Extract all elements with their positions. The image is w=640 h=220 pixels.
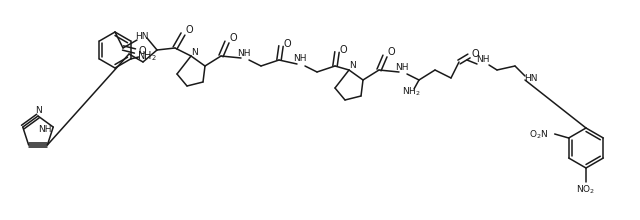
Text: O: O xyxy=(185,25,193,35)
Text: NH$_2$: NH$_2$ xyxy=(402,86,420,98)
Text: O: O xyxy=(387,47,395,57)
Text: O: O xyxy=(138,46,146,56)
Text: HN: HN xyxy=(135,31,148,40)
Text: NO$_2$: NO$_2$ xyxy=(577,184,596,196)
Text: O: O xyxy=(471,49,479,59)
Text: O: O xyxy=(339,45,347,55)
Text: NH$_2$: NH$_2$ xyxy=(136,49,157,63)
Text: O: O xyxy=(229,33,237,43)
Text: N: N xyxy=(191,48,198,57)
Text: NH: NH xyxy=(237,48,251,57)
Text: O$_2$N: O$_2$N xyxy=(529,129,548,141)
Text: O: O xyxy=(283,39,291,49)
Text: NH: NH xyxy=(396,62,409,72)
Text: N: N xyxy=(35,106,42,114)
Text: NH: NH xyxy=(476,55,490,64)
Text: HN: HN xyxy=(524,73,538,82)
Text: N: N xyxy=(349,61,356,70)
Text: NH: NH xyxy=(293,53,307,62)
Text: NH: NH xyxy=(38,125,52,134)
